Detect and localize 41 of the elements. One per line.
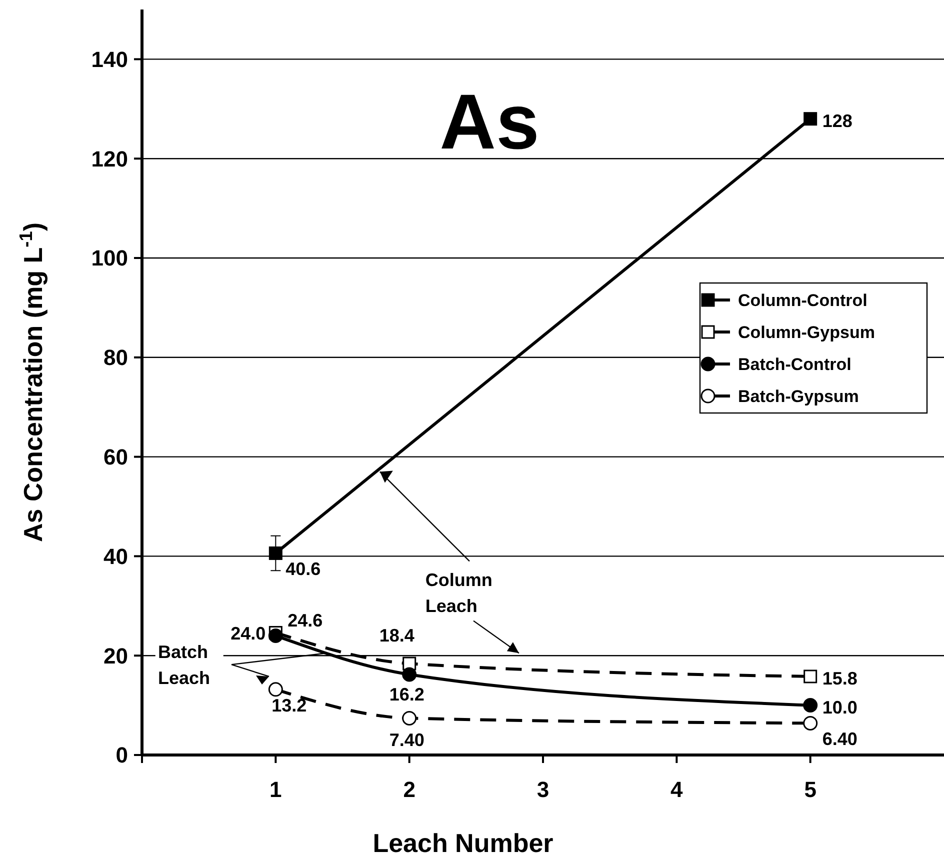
point	[268, 682, 283, 697]
legend-label: Batch-Gypsum	[738, 386, 859, 406]
x-tick-label: 4	[670, 777, 684, 802]
data-label: 24.6	[288, 610, 323, 631]
legend-label: Batch-Control	[738, 354, 852, 374]
point	[268, 546, 282, 560]
data-label: 13.2	[272, 695, 307, 716]
point	[803, 698, 818, 713]
y-tick-label: 40	[104, 544, 128, 569]
legend-label: Column-Control	[738, 290, 868, 310]
point	[402, 667, 417, 682]
y-tick-label: 80	[104, 345, 128, 370]
y-tick-label: 100	[91, 246, 128, 271]
y-tick-label: 20	[104, 643, 128, 668]
y-tick-label: 140	[91, 46, 128, 72]
data-label: 16.2	[389, 684, 424, 704]
x-tick-label: 2	[403, 777, 416, 802]
point	[804, 670, 818, 684]
data-label: 40.6	[286, 559, 321, 580]
text: As	[440, 78, 540, 166]
y-tick-label: 60	[104, 444, 128, 470]
y-tick-label: 0	[116, 742, 128, 768]
point	[803, 716, 818, 730]
y-tick-label: 120	[91, 146, 128, 172]
annotation: Column Leach	[425, 570, 492, 616]
data-label: 15.8	[822, 668, 858, 688]
legend-label: Column-Gypsum	[738, 322, 875, 342]
x-axis-title: Leach Number	[372, 828, 554, 858]
data-label: 7.40	[389, 730, 424, 750]
data-label: 10.0	[822, 697, 858, 718]
x-tick-label: 5	[804, 777, 816, 802]
point	[804, 112, 818, 126]
data-label: 24.0	[230, 624, 266, 644]
point	[402, 710, 417, 726]
annotation: Batch Leach	[158, 642, 210, 688]
data-label: 128	[822, 110, 852, 131]
data-label: 18.4	[379, 626, 414, 646]
data-label: 6.40	[822, 729, 858, 750]
x-tick-label: 3	[536, 777, 550, 802]
x-tick-label: 1	[270, 777, 282, 802]
point	[268, 628, 283, 643]
